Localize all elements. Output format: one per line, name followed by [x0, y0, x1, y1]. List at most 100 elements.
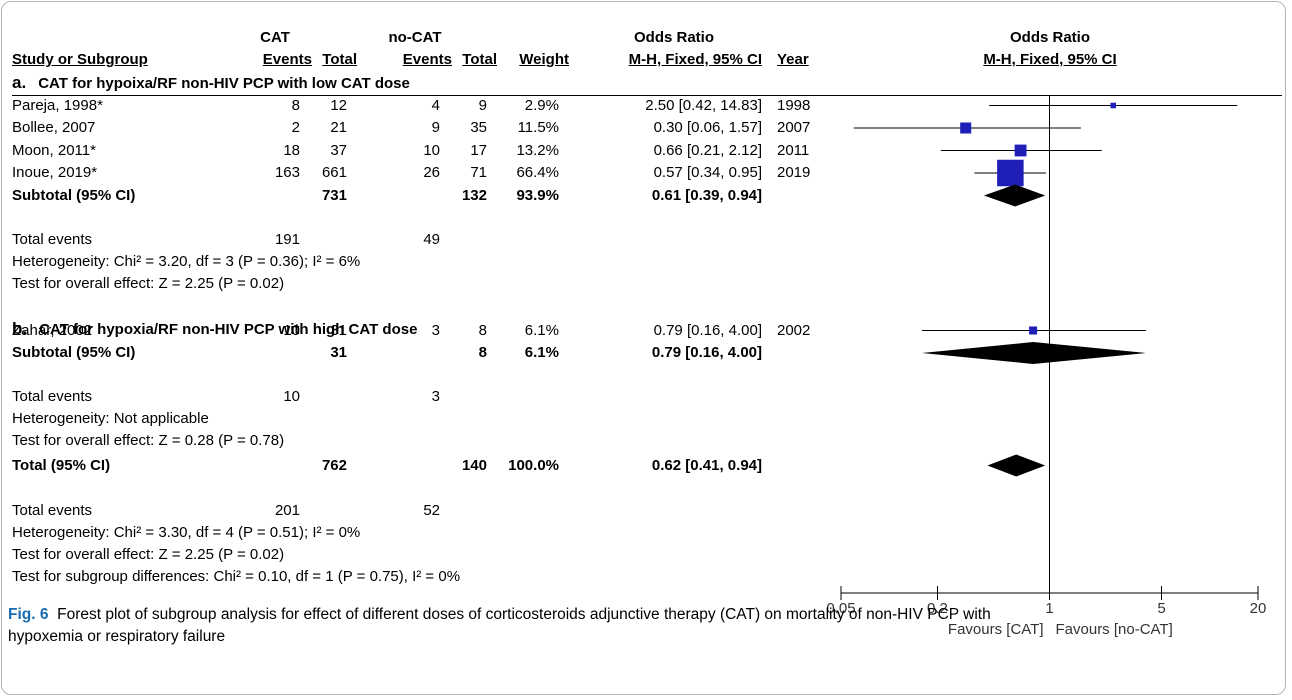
summary-row-name: Total (95% CI) [12, 456, 111, 474]
x-tick-label: 5 [1157, 600, 1165, 617]
subgroup-b-total-events-label: Total events [12, 388, 93, 405]
study-row-e2: 4 [431, 96, 440, 114]
header-total-cat: Total [322, 51, 357, 68]
total-overall-effect: Test for overall effect: Z = 2.25 (P = 0… [12, 546, 285, 563]
study-row-year: 1998 [777, 96, 811, 114]
study-row-t2: 35 [470, 119, 487, 136]
study-row-t1: 12 [330, 96, 347, 114]
study-row-t1: 21 [330, 119, 347, 136]
study-row-weight: 11.5% [517, 119, 559, 136]
summary-row-t2: 140 [461, 456, 487, 474]
study-row-e1: 163 [274, 164, 300, 181]
header-events-nocat: Events [402, 51, 452, 68]
study-marker [1029, 326, 1038, 335]
subgroup-a-letter: a. [12, 73, 27, 92]
subgroup-b-total-events-nocat: 3 [431, 388, 440, 405]
study-row-t2: 9 [478, 96, 487, 114]
summary-row-t1: 731 [321, 186, 347, 204]
study-row-t1: 37 [330, 141, 347, 159]
total-heterogeneity: Heterogeneity: Chi² = 3.30, df = 4 (P = … [12, 524, 361, 541]
total-events-cat: 201 [274, 502, 300, 519]
summary-row-t1: 31 [330, 344, 347, 361]
study-row-e2: 26 [423, 164, 440, 181]
subgroup-a-overall-effect: Test for overall effect: Z = 2.25 (P = 0… [12, 275, 285, 292]
header-total-nocat: Total [462, 51, 497, 68]
subgroup-b-title: b. CAT for hypoxia/RF non-HIV PCP with hi… [12, 320, 417, 338]
subgroup-b-label: CAT for hypoxia/RF non-HIV PCP with high… [39, 321, 418, 338]
subgroup-a-total-events-nocat: 49 [423, 231, 440, 248]
study-row-year: 2019 [777, 164, 811, 181]
header-nocat: no-CAT [388, 29, 442, 46]
summary-row-ci-text: 0.61 [0.39, 0.94] [651, 186, 762, 204]
summary-row-name: Subtotal (95% CI) [12, 344, 136, 361]
summary-row-ci-text: 0.62 [0.41, 0.94] [651, 456, 762, 474]
summary-row-name: Subtotal (95% CI) [12, 186, 136, 204]
study-row-t2: 17 [470, 141, 487, 159]
subgroup-a-label: CAT for hypoixa/RF non-HIV PCP with low … [38, 75, 410, 92]
summary-diamond [987, 454, 1046, 477]
study-row-weight: 13.2% [516, 141, 559, 159]
study-row-t2: 71 [470, 164, 487, 181]
study-row-ci-text: 2.50 [0.42, 14.83] [645, 96, 762, 114]
study-row-name: Inoue, 2019* [12, 164, 98, 181]
study-row-t1: 661 [321, 164, 347, 181]
figure-caption-line-2: hypoxemia or respiratory failure [8, 628, 226, 645]
figure-caption-text: Forest plot of subgroup analysis for eff… [57, 606, 991, 623]
header-events-cat: Events [262, 51, 312, 68]
study-row-year: 2011 [777, 141, 810, 159]
figure-caption-line-1: Fig. 6 Forest plot of subgroup analysis … [8, 605, 991, 625]
study-row-weight: 6.1% [524, 321, 559, 339]
study-row-ci-text: 0.57 [0.34, 0.95] [653, 164, 762, 181]
subgroup-a-total-events-label: Total events [12, 231, 93, 248]
study-row-name: Moon, 2011* [12, 141, 96, 159]
study-row-e1: 10 [283, 321, 300, 339]
subgroup-a-total-events-cat: 191 [274, 231, 300, 248]
subgroup-b-total-events-cat: 10 [283, 388, 300, 405]
subgroup-b-heterogeneity: Heterogeneity: Not applicable [12, 410, 209, 427]
subgroup-differences-test: Test for subgroup differences: Chi² = 0.… [12, 568, 461, 585]
subgroup-a-heterogeneity: Heterogeneity: Chi² = 3.20, df = 3 (P = … [12, 253, 361, 270]
subgroup-a-title: a. CAT for hypoixa/RF non-HIV PCP with lo… [12, 74, 410, 92]
summary-row-t2: 8 [478, 344, 487, 361]
study-row-name: Pareja, 1998* [12, 96, 103, 114]
header-odds-ratio-table: Odds Ratio [633, 29, 714, 46]
x-tick-label: 1 [1045, 600, 1053, 617]
study-row-name: Bollee, 2007 [12, 119, 96, 136]
study-row-t2: 8 [478, 321, 487, 339]
study-row-ci-text: 0.66 [0.21, 2.12] [653, 141, 762, 159]
study-row-e1: 2 [291, 119, 300, 136]
header-odds-ratio-plot: Odds Ratio [1009, 29, 1090, 46]
favours-nocat-label: Favours [no-CAT] [1056, 621, 1173, 638]
study-row-e2: 3 [431, 321, 440, 339]
summary-row-weight: 6.1% [524, 344, 559, 361]
header-divider [12, 95, 1282, 96]
study-row-year: 2002 [777, 321, 811, 339]
study-row-year: 2007 [777, 119, 811, 136]
study-row-ci-text: 0.30 [0.06, 1.57] [653, 119, 762, 136]
x-tick-label: 20 [1250, 600, 1267, 617]
header-weight: Weight [519, 51, 569, 68]
figure-label: Fig. 6 [8, 606, 49, 623]
header-year: Year [777, 51, 809, 68]
subgroup-b-letter: b. [12, 319, 28, 338]
summary-row-ci-text: 0.79 [0.16, 4.00] [651, 344, 762, 361]
favours-cat-label: Favours [CAT] [948, 621, 1044, 638]
study-row-name: Zahar, 2002 [12, 321, 93, 339]
summary-row-weight: 93.9% [516, 186, 559, 204]
summary-row-weight: 100.0% [508, 456, 559, 474]
x-tick-label: 0.05 [826, 600, 855, 617]
total-events-nocat: 52 [423, 502, 440, 519]
summary-row-t2: 132 [461, 186, 487, 204]
study-row-e2: 10 [423, 141, 440, 159]
study-marker [1014, 144, 1027, 157]
total-events-label: Total events [12, 502, 93, 519]
study-row-t1: 31 [330, 321, 347, 339]
x-tick-label: 0.2 [927, 600, 948, 617]
header-cat: CAT [260, 29, 290, 46]
summary-diamond [983, 184, 1046, 207]
study-marker [960, 122, 972, 134]
header-method-plot: M-H, Fixed, 95% CI [983, 51, 1117, 68]
subgroup-b-overall-effect: Test for overall effect: Z = 0.28 (P = 0… [12, 432, 285, 449]
